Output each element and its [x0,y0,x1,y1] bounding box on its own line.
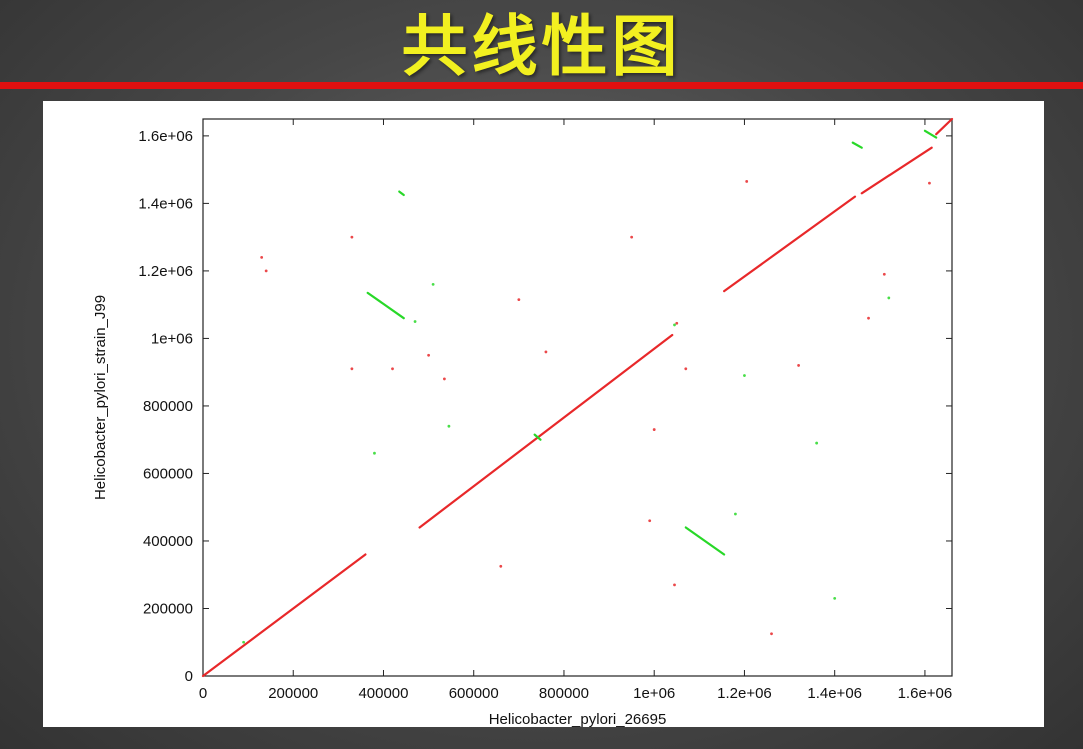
y-tick-label: 400000 [143,533,193,550]
x-axis-ticks: 0 200000 400000 600000 800000 1e+06 1.2e+06 1.4… [199,119,952,702]
alignment-point [743,374,746,377]
y-tick-label: 1e+06 [151,330,193,347]
x-tick-label: 1e+06 [633,685,675,702]
y-tick-label: 1.2e+06 [138,263,193,280]
plot-area-frame [202,118,953,677]
alignment-point [373,451,376,455]
x-tick-label: 0 [199,685,207,702]
y-tick-label: 1.6e+06 [138,128,193,145]
alignment-segment [860,146,933,195]
y-tick-label: 200000 [143,600,193,617]
alignment-point [413,320,417,323]
alignment-point [833,596,837,600]
chart-panel: 0 200000 400000 600000 800000 1e+06 1.2e+06 1.4… [43,101,1044,727]
x-tick-label: 600000 [449,685,499,702]
y-tick-label: 0 [185,668,193,685]
alignment-point [815,441,819,445]
alignment-point [427,353,431,357]
alignment-point [675,321,679,325]
x-tick-label: 1.4e+06 [807,685,862,702]
alignment-point [648,519,652,523]
alignment-segment [533,433,542,441]
alignment-point [797,364,800,367]
alignment-segment [851,141,863,149]
alignment-point [264,269,268,273]
alignment-point [887,296,891,300]
alignment-point [431,283,435,286]
alignment-point [867,316,870,320]
x-tick-label: 200000 [268,685,318,702]
alignment-point [499,564,503,568]
alignment-segment [923,129,938,139]
alignment-point [544,350,548,354]
alignment-point [684,367,688,371]
alignment-point [770,632,773,636]
dot-plot-chart: 0 200000 400000 600000 800000 1e+06 1.2e+06 1.4… [92,117,954,727]
alignment-point [652,428,656,431]
alignment-segment [935,117,954,136]
alignment-segment [366,291,405,320]
alignment-point [673,323,676,327]
alignment-point [350,235,354,239]
alignment-point [745,180,749,183]
alignment-point [928,181,931,185]
alignment-point [734,512,737,516]
alignment-point [673,583,676,587]
alignment-segment [398,190,405,197]
y-axis-ticks: 0 200000 400000 600000 800000 1e+06 1.2e+06 1.4… [138,128,952,685]
slide-title: 共线性图 [401,8,682,85]
y-axis-title: Helicobacter_pylori_strain_J99 [92,295,109,500]
alignment-segment [723,195,857,293]
y-tick-label: 600000 [143,465,193,482]
alignment-point [242,640,246,644]
x-tick-label: 400000 [358,685,408,702]
alignment-point [882,272,886,276]
x-tick-label: 800000 [539,685,589,702]
alignment-point [442,377,446,381]
alignment-segment [684,526,726,556]
alignment-point [391,367,394,371]
alignment-segment [418,333,674,529]
alignment-point [517,298,521,302]
x-axis-title: Helicobacter_pylori_26695 [489,711,667,727]
y-tick-label: 800000 [143,398,193,415]
alignment-points [242,180,931,644]
alignment-point [260,256,264,259]
y-tick-label: 1.4e+06 [138,195,193,212]
alignment-segment [201,553,367,678]
alignment-point [350,367,354,371]
x-tick-label: 1.2e+06 [717,685,772,702]
alignment-point [630,235,634,239]
title-divider [0,82,1083,89]
alignment-segments [201,117,954,678]
alignment-point [447,424,451,428]
x-tick-label: 1.6e+06 [898,685,953,702]
